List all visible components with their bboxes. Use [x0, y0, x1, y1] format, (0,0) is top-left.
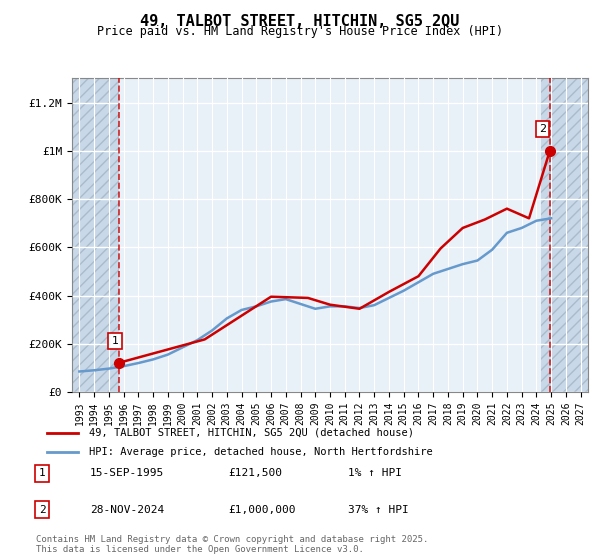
Text: 15-SEP-1995: 15-SEP-1995	[90, 468, 164, 478]
Text: 28-NOV-2024: 28-NOV-2024	[90, 505, 164, 515]
Text: 49, TALBOT STREET, HITCHIN, SG5 2QU (detached house): 49, TALBOT STREET, HITCHIN, SG5 2QU (det…	[89, 428, 414, 437]
Text: 2: 2	[38, 505, 46, 515]
Text: Price paid vs. HM Land Registry's House Price Index (HPI): Price paid vs. HM Land Registry's House …	[97, 25, 503, 38]
Text: £121,500: £121,500	[228, 468, 282, 478]
Bar	[541, 78, 588, 392]
Text: HPI: Average price, detached house, North Hertfordshire: HPI: Average price, detached house, Nort…	[89, 447, 433, 457]
Bar	[72, 78, 119, 392]
Text: Contains HM Land Registry data © Crown copyright and database right 2025.
This d: Contains HM Land Registry data © Crown c…	[36, 535, 428, 554]
Text: 2: 2	[539, 124, 546, 134]
Text: £1,000,000: £1,000,000	[228, 505, 296, 515]
Text: 37% ↑ HPI: 37% ↑ HPI	[348, 505, 409, 515]
Text: 1: 1	[112, 336, 118, 346]
Text: 1% ↑ HPI: 1% ↑ HPI	[348, 468, 402, 478]
Text: 49, TALBOT STREET, HITCHIN, SG5 2QU: 49, TALBOT STREET, HITCHIN, SG5 2QU	[140, 14, 460, 29]
Text: 1: 1	[38, 468, 46, 478]
